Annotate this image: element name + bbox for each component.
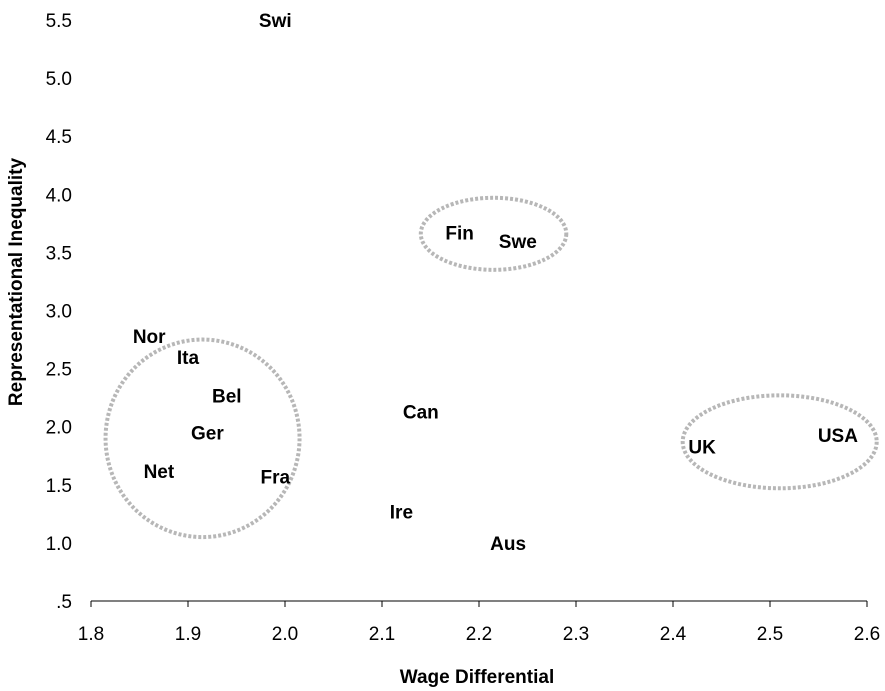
y-tick-label: 4.0	[46, 185, 72, 206]
point-label-ger: Ger	[191, 424, 224, 445]
y-tick-label: 4.5	[46, 127, 72, 148]
point-label-bel: Bel	[212, 386, 242, 407]
y-tick-label: 3.5	[46, 243, 72, 264]
point-label-swi: Swi	[259, 11, 292, 32]
y-tick-labels: .5 1.0 1.5 2.0 2.5 3.0 3.5 4.0 4.5 5.0 5.5	[46, 11, 72, 613]
y-tick-label: 1.5	[46, 476, 72, 497]
point-label-ita: Ita	[177, 348, 200, 369]
x-tick-label: 1.9	[175, 624, 201, 645]
point-label-usa: USA	[818, 426, 858, 447]
x-tick-labels: 1.8 1.9 2.0 2.1 2.2 2.3 2.4 2.5 2.6	[78, 624, 880, 645]
point-labels: Swi Fin Swe Nor Ita Bel Ger Net Fra Can Ire Aus UK US…	[133, 11, 858, 555]
group-ellipses	[103, 195, 879, 540]
group-ellipse	[103, 337, 302, 540]
group-ellipse	[418, 195, 569, 272]
point-label-can: Can	[403, 403, 439, 424]
x-tick-label: 2.2	[466, 624, 492, 645]
x-tick-label: 2.5	[757, 624, 783, 645]
x-tick-label: 2.6	[854, 624, 880, 645]
y-tick-label: 2.5	[46, 360, 72, 381]
group-ellipse	[680, 393, 879, 491]
x-tick-label: 2.4	[660, 624, 687, 645]
x-tick-label: 2.1	[369, 624, 395, 645]
y-tick-label: .5	[56, 592, 72, 613]
y-tick-label: 5.5	[46, 11, 72, 32]
x-tick-label: 2.3	[563, 624, 589, 645]
point-label-fin: Fin	[445, 224, 474, 245]
point-label-swe: Swe	[499, 232, 537, 253]
point-label-aus: Aus	[490, 534, 526, 555]
x-tick-label: 1.8	[78, 624, 104, 645]
y-tick-label: 3.0	[46, 302, 72, 323]
y-tick-label: 2.0	[46, 418, 72, 439]
x-tick-label: 2.0	[272, 624, 298, 645]
point-label-net: Net	[144, 462, 175, 483]
point-label-ire: Ire	[390, 503, 413, 524]
y-tick-label: 1.0	[46, 534, 72, 555]
point-label-fra: Fra	[261, 468, 291, 489]
y-tick-label: 5.0	[46, 69, 72, 90]
point-label-nor: Nor	[133, 327, 166, 348]
y-axis-title: Representational Inequality	[6, 158, 27, 407]
point-label-uk: UK	[688, 437, 716, 458]
x-axis-title: Wage Differential	[400, 667, 555, 688]
axes	[90, 600, 868, 607]
